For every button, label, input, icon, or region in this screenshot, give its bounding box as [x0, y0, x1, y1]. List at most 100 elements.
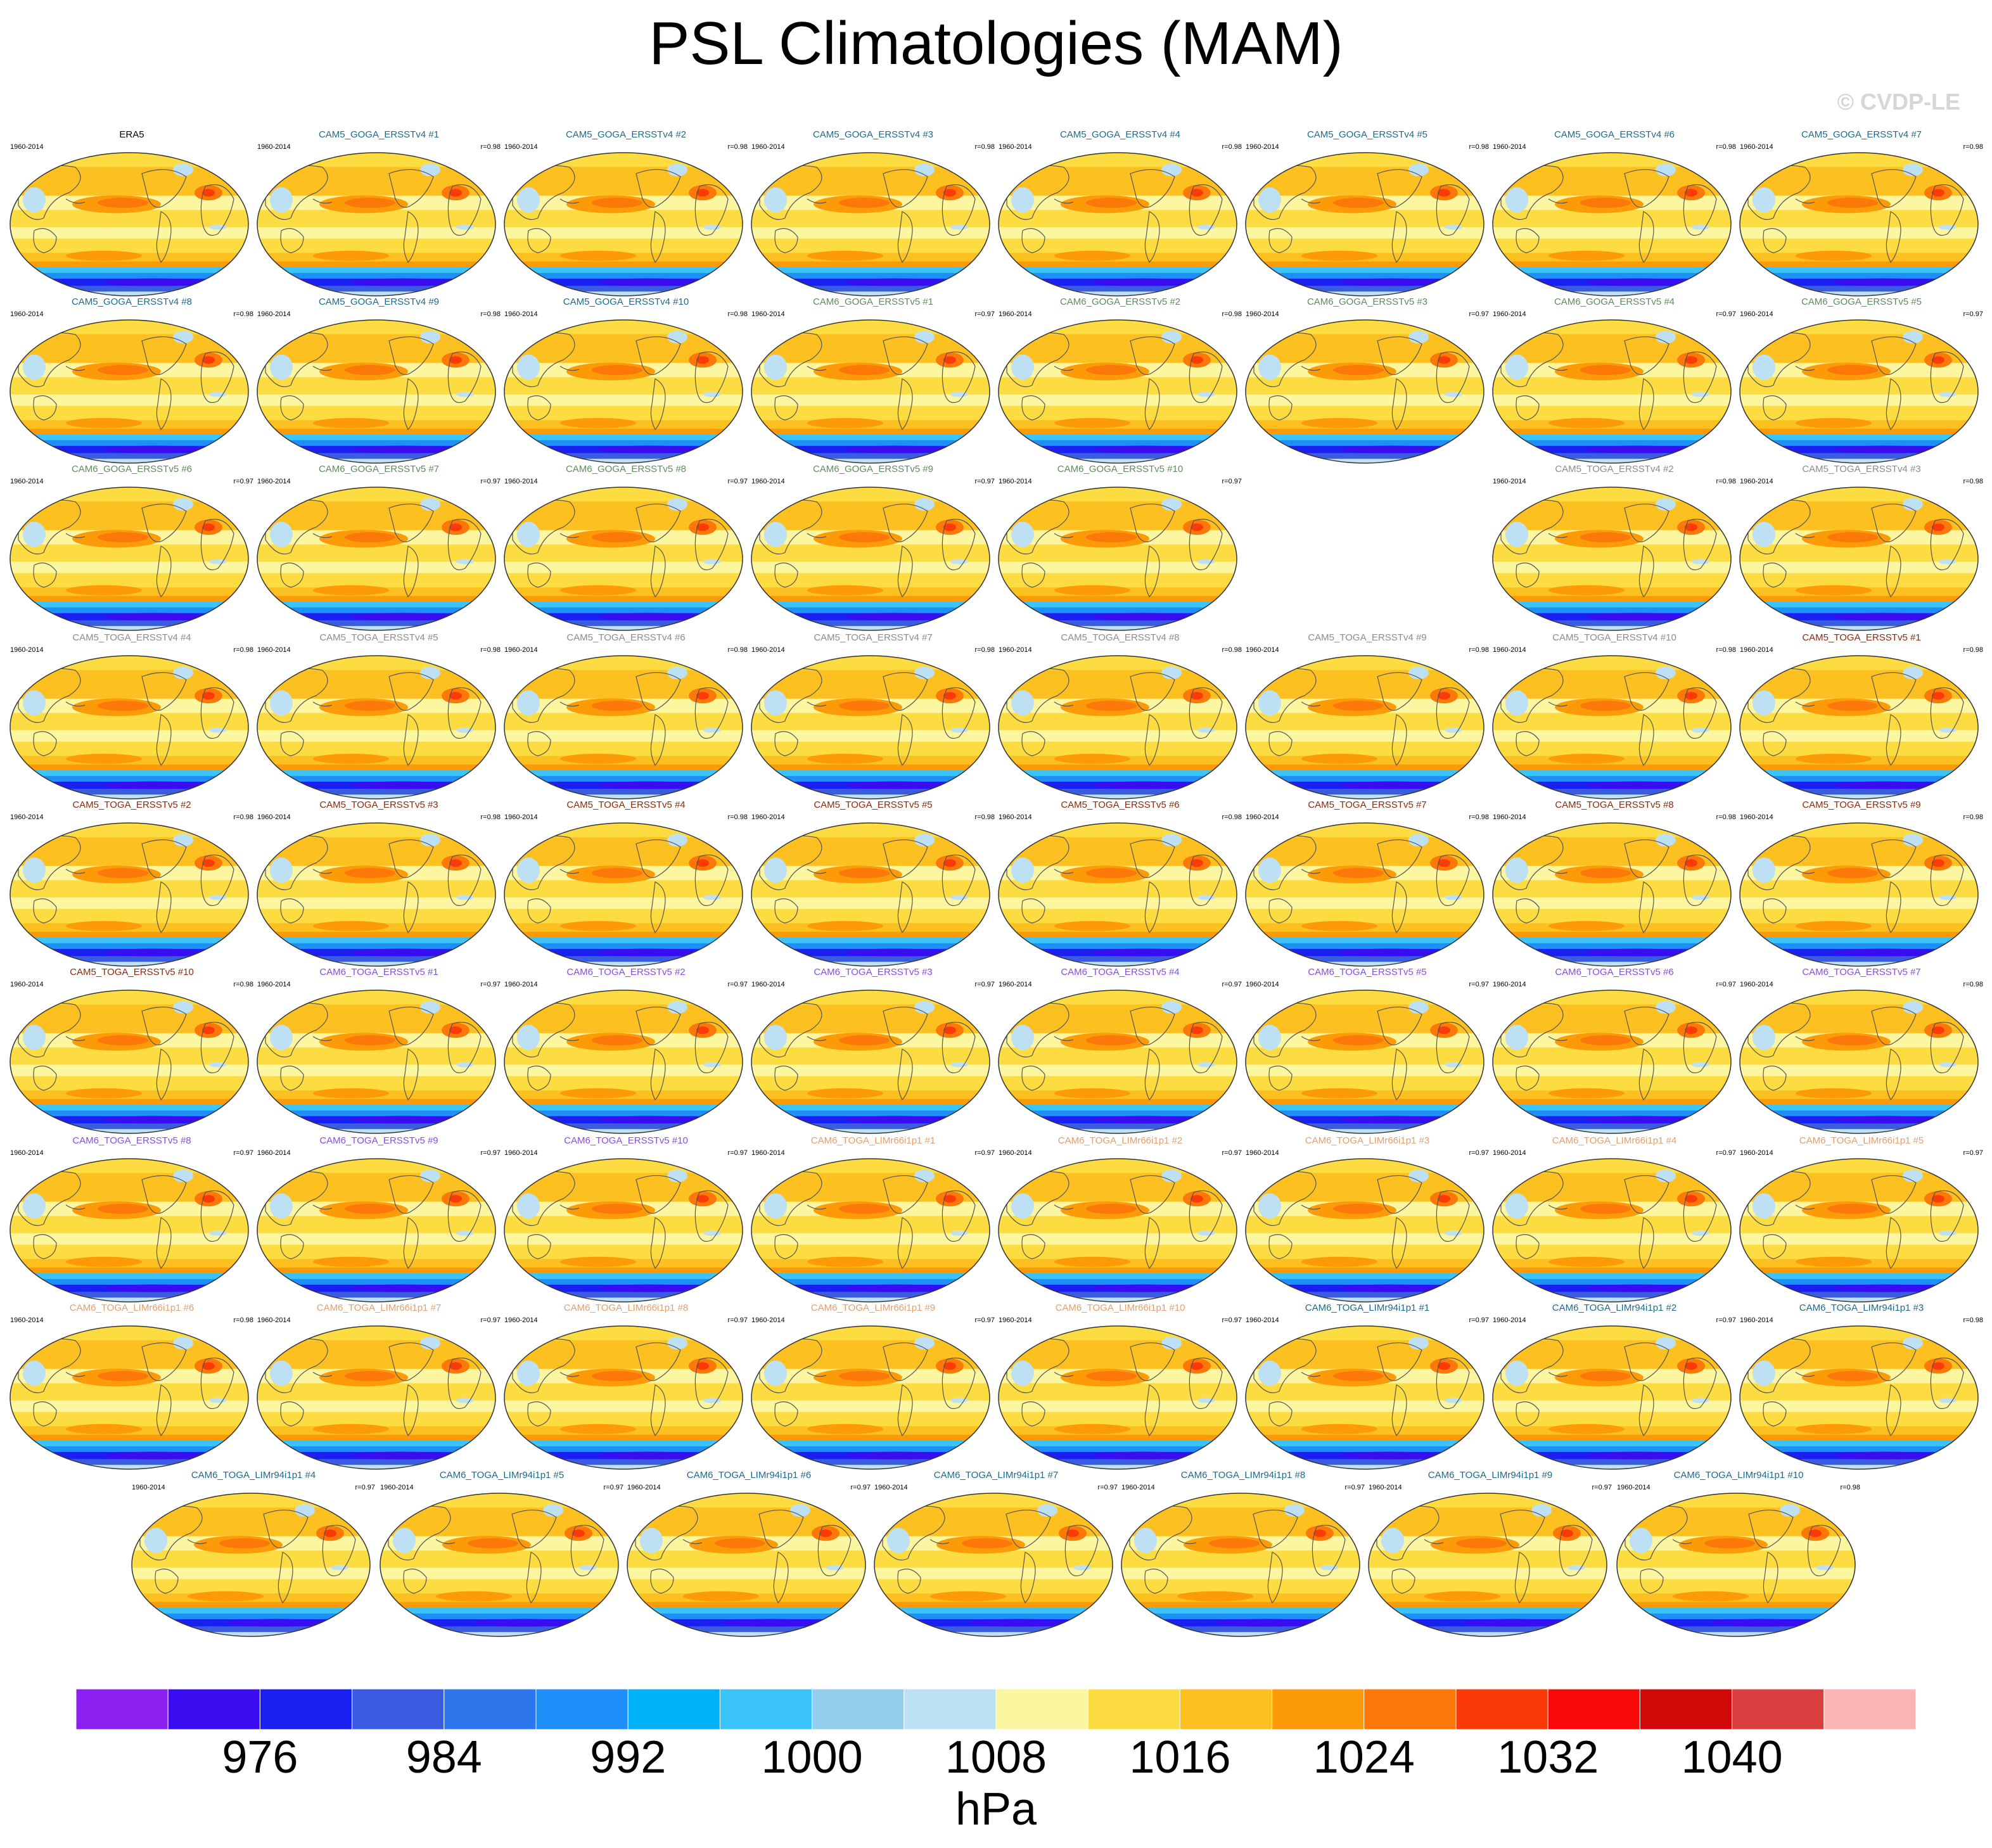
colorbar-swatch	[1639, 1688, 1733, 1730]
panel-years: 1960-2014	[1740, 478, 1773, 485]
panel-pattern-correlation: r=0.97	[480, 478, 501, 485]
panel-pattern-correlation: r=0.97	[1469, 1316, 1490, 1324]
map-panel: CAM6_TOGA_LIMr66i1p1 #2 1960-2014 r=0.97	[997, 1135, 1243, 1308]
panel-pattern-correlation: r=0.97	[727, 478, 748, 485]
psl-map	[998, 319, 1237, 464]
panel-years: 1960-2014	[10, 981, 44, 988]
map-panel: CAM6_GOGA_ERSSTv5 #3 1960-2014 r=0.97	[1244, 296, 1490, 469]
panel-title: CAM5_GOGA_ERSSTv4 #6	[1554, 129, 1675, 140]
map-panel: CAM5_GOGA_ERSSTv4 #6 1960-2014 r=0.98	[1491, 129, 1737, 302]
map-panel: CAM6_TOGA_LIMr94i1p1 #9 1960-2014 r=0.97	[1367, 1470, 1613, 1642]
panel-years: 1960-2014	[1740, 981, 1773, 988]
map-panel: CAM6_TOGA_ERSSTv5 #10 1960-2014 r=0.97	[503, 1135, 749, 1308]
psl-map	[504, 487, 743, 631]
map-panel: CAM6_TOGA_LIMr66i1p1 #10 1960-2014 r=0.97	[997, 1303, 1243, 1475]
panel-title: CAM6_TOGA_LIMr66i1p1 #7	[316, 1303, 442, 1313]
panel-pattern-correlation: r=0.97	[974, 310, 995, 318]
panel-pattern-correlation: r=0.97	[974, 1149, 995, 1157]
colorbar-swatch	[535, 1688, 629, 1730]
psl-map	[1245, 152, 1484, 296]
panel-title: CAM6_GOGA_ERSSTv5 #8	[565, 464, 687, 475]
panel-title: CAM6_TOGA_LIMr94i1p1 #10	[1673, 1470, 1804, 1481]
map-panel: CAM5_TOGA_ERSSTv5 #5 1960-2014 r=0.98	[750, 800, 996, 972]
panel-title: CAM6_TOGA_LIMr94i1p1 #5	[439, 1470, 565, 1481]
map-panel: CAM5_TOGA_ERSSTv5 #8 1960-2014 r=0.98	[1491, 800, 1737, 972]
panel-pattern-correlation: r=0.97	[974, 981, 995, 988]
panel-title: CAM5_TOGA_ERSSTv4 #9	[1308, 632, 1427, 643]
panel-title: CAM5_TOGA_ERSSTv4 #4	[72, 632, 191, 643]
panel-pattern-correlation: r=0.98	[974, 646, 995, 654]
map-panel: CAM6_GOGA_ERSSTv5 #8 1960-2014 r=0.97	[503, 464, 749, 636]
map-panel: CAM5_TOGA_ERSSTv4 #9 1960-2014 r=0.98	[1244, 632, 1490, 805]
panel-title: CAM5_GOGA_ERSSTv4 #8	[71, 296, 193, 307]
panel-pattern-correlation: r=0.98	[1469, 646, 1490, 654]
map-panel: CAM6_TOGA_LIMr94i1p1 #5 1960-2014 r=0.97	[379, 1470, 625, 1642]
colorbar-swatch	[719, 1688, 813, 1730]
panel-title: CAM6_GOGA_ERSSTv5 #6	[71, 464, 193, 475]
panel-pattern-correlation: r=0.97	[1469, 981, 1490, 988]
panel-title: CAM6_TOGA_LIMr94i1p1 #7	[933, 1470, 1059, 1481]
panel-pattern-correlation: r=0.98	[233, 310, 254, 318]
panel-years: 1960-2014	[751, 646, 785, 654]
map-panel: CAM5_GOGA_ERSSTv4 #10 1960-2014 r=0.98	[503, 296, 749, 469]
psl-map	[998, 1158, 1237, 1303]
panel-title: CAM6_TOGA_LIMr66i1p1 #5	[1799, 1135, 1924, 1146]
panel-years: 1960-2014	[1740, 813, 1773, 821]
panel-years: 1960-2014	[380, 1484, 414, 1491]
psl-map	[1245, 319, 1484, 464]
panel-years: 1960-2014	[999, 310, 1032, 318]
panel-years: 1960-2014	[751, 310, 785, 318]
panel-title: CAM5_TOGA_ERSSTv4 #8	[1061, 632, 1180, 643]
psl-map	[1245, 822, 1484, 967]
panel-title: CAM5_GOGA_ERSSTv4 #2	[565, 129, 687, 140]
psl-map	[1739, 487, 1979, 631]
psl-map	[504, 655, 743, 800]
panel-pattern-correlation: r=0.97	[480, 1316, 501, 1324]
map-panel: CAM5_TOGA_ERSSTv4 #5 1960-2014 r=0.98	[256, 632, 502, 805]
panel-years: 1960-2014	[627, 1484, 661, 1491]
panel-pattern-correlation: r=0.97	[480, 981, 501, 988]
panel-years: 1960-2014	[1246, 646, 1279, 654]
panel-years: 1960-2014	[1493, 1316, 1526, 1324]
psl-map	[504, 1158, 743, 1303]
panel-title: CAM6_TOGA_ERSSTv5 #5	[1308, 967, 1427, 978]
panel-title: CAM6_GOGA_ERSSTv5 #5	[1801, 296, 1922, 307]
psl-map	[751, 1325, 990, 1470]
psl-map	[998, 655, 1237, 800]
map-panel: CAM6_GOGA_ERSSTv5 #10 1960-2014 r=0.97	[997, 464, 1243, 636]
panel-years: 1960-2014	[1493, 143, 1526, 151]
panel-pattern-correlation: r=0.98	[1716, 143, 1737, 151]
panel-pattern-correlation: r=0.97	[1716, 981, 1737, 988]
map-panel: CAM6_TOGA_LIMr94i1p1 #6 1960-2014 r=0.97	[626, 1470, 872, 1642]
panel-title: CAM6_GOGA_ERSSTv5 #2	[1059, 296, 1181, 307]
panel-title: CAM5_TOGA_ERSSTv5 #10	[70, 967, 194, 978]
psl-map	[257, 319, 496, 464]
colorbar-swatch	[352, 1688, 445, 1730]
psl-map	[257, 1325, 496, 1470]
psl-map	[1739, 319, 1979, 464]
colorbar-tick-label: 1040	[1682, 1732, 1783, 1780]
panel-title: CAM5_TOGA_ERSSTv5 #5	[814, 800, 933, 810]
colorbar-swatch	[1547, 1688, 1640, 1730]
map-panel: CAM5_GOGA_ERSSTv4 #9 1960-2014 r=0.98	[256, 296, 502, 469]
panel-pattern-correlation: r=0.97	[1097, 1484, 1118, 1491]
panel-title: CAM6_TOGA_LIMr94i1p1 #9	[1427, 1470, 1553, 1481]
map-panel: CAM5_TOGA_ERSSTv5 #4 1960-2014 r=0.98	[503, 800, 749, 972]
panel-pattern-correlation: r=0.98	[727, 813, 748, 821]
colorbar-tick-label: 1008	[945, 1732, 1047, 1780]
panel-pattern-correlation: r=0.98	[1222, 646, 1242, 654]
psl-map	[874, 1493, 1113, 1637]
panel-pattern-correlation: r=0.97	[974, 1316, 995, 1324]
panel-title: CAM5_TOGA_ERSSTv5 #4	[566, 800, 686, 810]
psl-map	[10, 1325, 249, 1470]
panel-years: 1960-2014	[751, 143, 785, 151]
panel-years: 1960-2014	[257, 813, 291, 821]
psl-map	[1492, 1325, 1732, 1470]
psl-map	[10, 990, 249, 1134]
panel-years: 1960-2014	[1493, 813, 1526, 821]
psl-map	[257, 990, 496, 1134]
colorbar-tick-label: 984	[406, 1732, 482, 1780]
map-panel: CAM5_TOGA_ERSSTv4 #3 1960-2014 r=0.98	[1739, 464, 1984, 636]
psl-map	[627, 1493, 866, 1637]
panel-title: CAM6_GOGA_ERSSTv5 #10	[1057, 464, 1184, 475]
